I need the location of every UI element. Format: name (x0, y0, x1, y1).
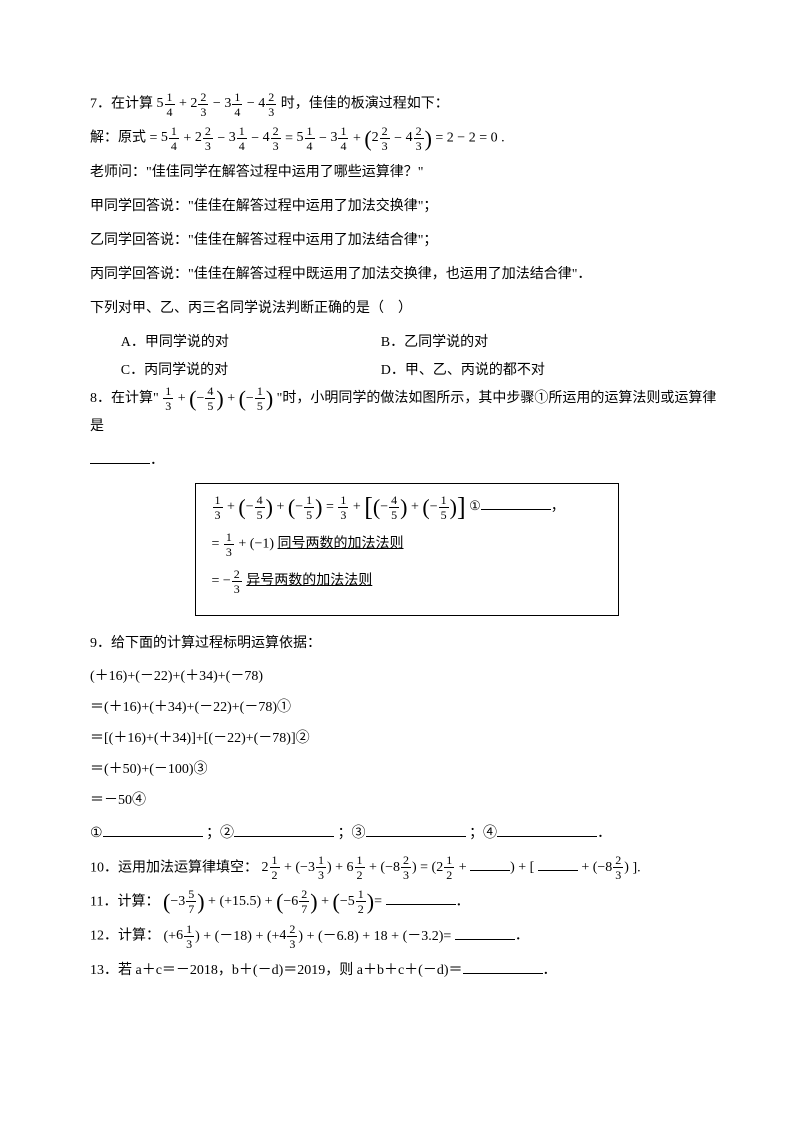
q7-ask: 下列对甲、乙、丙三名同学说法判断正确的是（ ） (90, 295, 723, 323)
q9-l3: ＝[(＋16)+(＋34)]+[(－22)+(－78)]② (90, 726, 723, 751)
q7-optC[interactable]: C．丙同学说的对 (121, 357, 381, 385)
q7-stem: 7．在计算 514 + 223 − 314 − 423 时，佳佳的板演过程如下： (90, 90, 723, 118)
q7-sol-tail: = 2 − 2 = 0 . (435, 131, 504, 146)
q9-b1[interactable] (103, 820, 203, 836)
q12-label: 12． (90, 929, 118, 944)
q10-stem: 运用加法运算律填空： (118, 860, 258, 875)
q8-stem-a: 在计算" (111, 391, 159, 406)
q9-l1: (＋16)+(－22)+(＋34)+(－78) (90, 664, 723, 689)
q9-stem: 9．给下面的计算过程标明运算依据： (90, 630, 723, 658)
q7-s3: 丙同学回答说："佳佳在解答过程中既运用了加法交换律，也运用了加法结合律"． (90, 261, 723, 289)
q7-optB[interactable]: B．乙同学说的对 (381, 329, 641, 357)
q13: 13．若 a＋c＝－2018，b＋(－d)＝2019，则 a＋b＋c＋(－d)＝… (90, 957, 723, 985)
q8-box: 13 + (−45) + (−15) = 13 + [(−45) + (−15)… (195, 483, 619, 616)
q10-expr: 212 + (−313) + 612 + (−823) = (212 + ) +… (262, 860, 633, 875)
q8-box-l1-blank[interactable] (481, 509, 551, 510)
q7-options: A．甲同学说的对 B．乙同学说的对 C．丙同学说的对 D．甲、乙、丙说的都不对 (90, 329, 723, 385)
q12-blank[interactable] (455, 923, 515, 939)
q11: 11．计算： (−357) + (+15.5) + (−627) + (−512… (90, 888, 723, 916)
q8-box-l2-rule: 同号两数的加法法则 (278, 536, 404, 551)
q8-stem: 8．在计算" 13 + (−45) + (−15) "时，小明同学的做法如图所示… (90, 385, 723, 441)
q9-l4: ＝(＋50)+(－100)③ (90, 757, 723, 782)
q8-expr: 13 + (−45) + (−15) (162, 391, 276, 406)
q7-optA[interactable]: A．甲同学说的对 (121, 329, 381, 357)
q13-stem: 若 a＋c＝－2018，b＋(－d)＝2019，则 a＋b＋c＋(－d)＝ (118, 963, 463, 978)
q9-label: 9． (90, 636, 111, 651)
q12: 12．计算： (+613) + (－18) + (+423) + (－6.8) … (90, 922, 723, 950)
q8-label: 8． (90, 391, 111, 406)
q11-blank[interactable] (386, 889, 456, 905)
q10-b2[interactable] (538, 855, 578, 871)
q12-expr: (+613) + (－18) + (+423) + (－6.8) + 18 + … (164, 929, 455, 944)
q9-l2: ＝(＋16)+(＋34)+(－22)+(－78)① (90, 695, 723, 720)
q7-stem-b: 时，佳佳的板演过程如下： (281, 96, 449, 111)
q8-box-l3-rule: 异号两数的加法法则 (246, 573, 372, 588)
q8-box-l1: 13 + (−45) + (−15) = 13 + [(−45) + (−15)… (212, 494, 602, 521)
q8-box-l3: = −23 异号两数的加法法则 (212, 568, 602, 595)
q8-box-l1-mark: ① (469, 494, 481, 517)
q8-box-l2: = 13 + (−1) 同号两数的加法法则 (212, 531, 602, 558)
q13-label: 13． (90, 963, 118, 978)
q7-s2: 乙同学回答说："佳佳在解答过程中运用了加法结合律"； (90, 227, 723, 255)
q13-blank[interactable] (463, 957, 543, 973)
q7-optD[interactable]: D．甲、乙、丙说的都不对 (381, 357, 641, 385)
q9-l5: ＝－50④ (90, 788, 723, 813)
q11-expr: (−357) + (+15.5) + (−627) + (−512)= (163, 894, 386, 909)
q7-teacher: 老师问："佳佳同学在解答过程中运用了哪些运算律？" (90, 159, 723, 187)
q7-stem-a: 在计算 (111, 96, 153, 111)
q9-stem-text: 给下面的计算过程标明运算依据： (111, 636, 321, 651)
q8-blank[interactable] (90, 447, 150, 463)
q9-blanks: ① ；② ；③ ；④． (90, 820, 723, 848)
q11-stem: 计算： (117, 894, 159, 909)
q7-sol-prefix: 解：原式 = (90, 131, 157, 146)
q12-stem: 计算： (118, 929, 160, 944)
q10: 10．运用加法运算律填空： 212 + (−313) + 612 + (−823… (90, 854, 723, 882)
q9-b2[interactable] (234, 820, 334, 836)
q8-blank-line: ． (90, 447, 723, 475)
q7-expr1: 514 + 223 − 314 − 423 (157, 96, 281, 111)
q7-sol-expr: 514 + 223 − 314 − 423 = 514 − 314 + (223… (161, 131, 436, 146)
q9-b4[interactable] (497, 820, 597, 836)
q7-label: 7． (90, 96, 111, 111)
q10-b1[interactable] (470, 855, 510, 871)
q9-b3[interactable] (366, 820, 466, 836)
q11-label: 11． (90, 894, 117, 909)
q10-label: 10． (90, 860, 118, 875)
q8-end: ． (150, 453, 164, 468)
q7-s1: 甲同学回答说："佳佳在解答过程中运用了加法交换律"； (90, 193, 723, 221)
q7-solution: 解：原式 = 514 + 223 − 314 − 423 = 514 − 314… (90, 124, 723, 152)
